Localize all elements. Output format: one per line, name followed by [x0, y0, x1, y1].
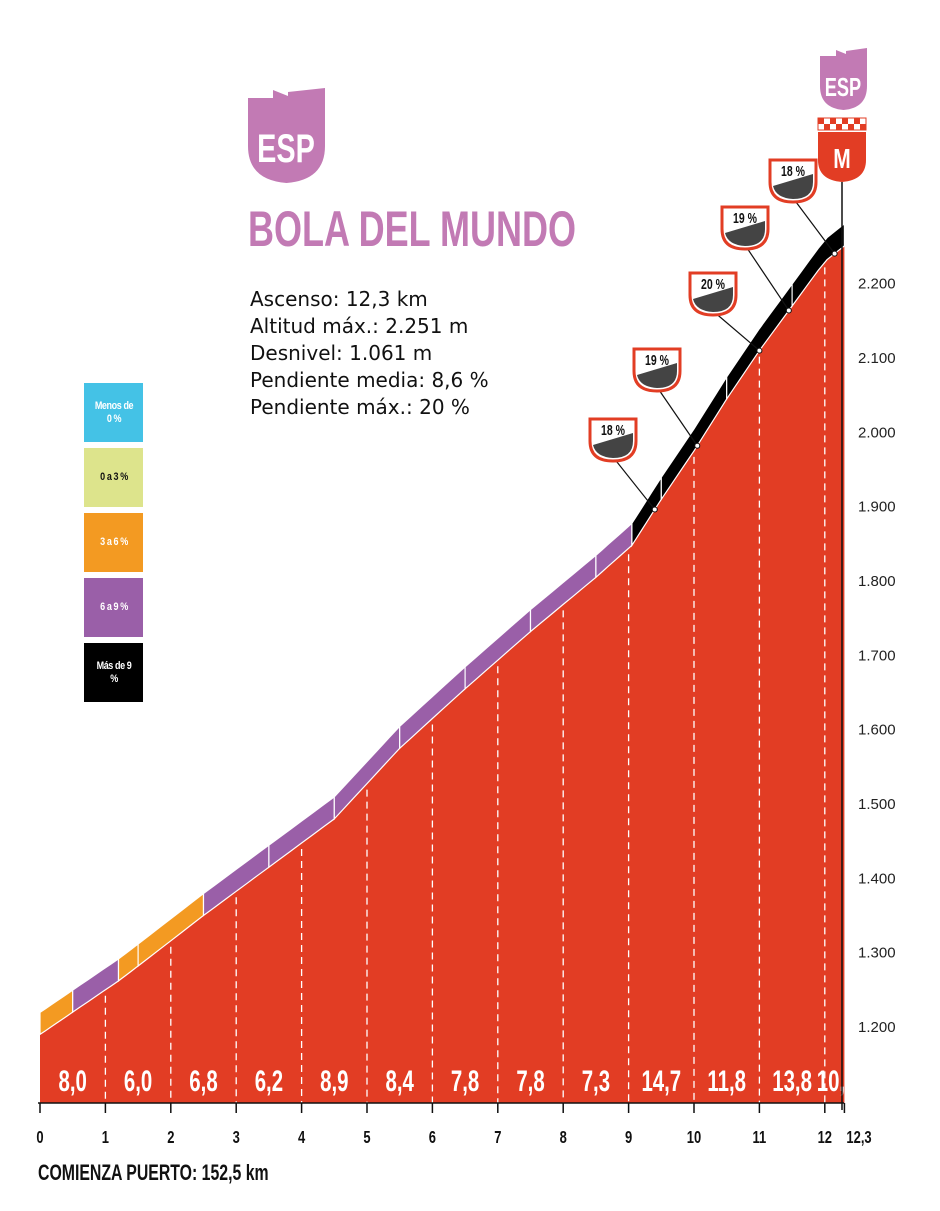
- y-tick-label: 1.900: [858, 499, 896, 516]
- esp-badge-icon: [248, 88, 325, 183]
- segment-gradient-label: 8,0: [59, 1065, 87, 1098]
- y-tick-label: 2.100: [858, 350, 896, 367]
- stat-ascenso: Ascenso: 12,3 km: [250, 287, 428, 311]
- y-axis-ticks: 1.200 1.300 1.400 1.500 1.600 1.700 1.800 1.900…: [858, 276, 896, 1036]
- y-tick-label: 1.600: [858, 722, 896, 739]
- summit-esp-badge-icon: [820, 48, 867, 110]
- gradient-band-layer: [39, 222, 846, 1036]
- steep-marker-ramp-icon: [593, 433, 633, 458]
- x-tick-label: 1: [102, 1128, 109, 1148]
- steep-marker-dot: [694, 442, 701, 449]
- segment-gradient-labels: 8,0 6,0 6,8 6,2 8,9 8,4 7,8 7,8 7,3 14,7 11,8 13,8 1…: [59, 1065, 857, 1098]
- legend-item-0-3: 0 a 3 %: [84, 448, 143, 507]
- steep-marker-leader: [612, 456, 656, 510]
- y-tick-label: 1.800: [858, 573, 896, 590]
- steep-marker-ramp-icon: [637, 363, 677, 388]
- x-tick-label: 7: [494, 1128, 501, 1148]
- esp-badge-label: ESP: [257, 126, 315, 171]
- steep-marker: 18 %: [768, 158, 838, 257]
- stat-pendiente-max: Pendiente máx.: 20 %: [250, 395, 470, 419]
- y-tick-label: 1.400: [858, 870, 896, 887]
- steep-marker-dot: [785, 307, 792, 314]
- steep-marker: 20 %: [688, 271, 763, 354]
- steep-marker: 18 %: [588, 417, 658, 513]
- steep-marker-leader: [792, 197, 836, 254]
- steep-markers: 18 % 19 % 20 % 19 % 18 %: [588, 158, 838, 513]
- x-tick-label: 6: [429, 1128, 436, 1148]
- x-tick-label: 3: [233, 1128, 240, 1148]
- y-tick-label: 1.300: [858, 945, 896, 962]
- climb-title: BOLA DEL MUNDO: [248, 201, 576, 257]
- gradient-band-segment: [791, 222, 846, 308]
- y-tick-label: 1.500: [858, 796, 896, 813]
- start-label: COMIENZA PUERTO: 152,5 km: [38, 1160, 269, 1185]
- profile-area: [40, 245, 845, 1104]
- steep-marker: 19 %: [720, 205, 792, 314]
- steep-marker-leader: [656, 386, 698, 447]
- x-axis-ticks: 0 1 2 3 4 5 6 7 8 9 10 11 12 12,3: [36, 1103, 872, 1148]
- segment-gradient-label: 7,8: [451, 1065, 479, 1098]
- segment-gradient-label: 7,3: [582, 1065, 610, 1098]
- finish-flag-icon: [817, 117, 867, 182]
- legend-item-below-0: Menos de 0 %: [84, 383, 143, 442]
- legend-item-6-9: 6 a 9 %: [84, 578, 143, 637]
- steep-marker-dot: [831, 250, 838, 257]
- segment-gradient-label: 10,2: [817, 1065, 857, 1098]
- legend-item-3-6: 3 a 6 %: [84, 513, 143, 572]
- segment-gradient-label: 8,4: [386, 1065, 415, 1098]
- legend-item-over-9: Más de 9 %: [84, 643, 143, 702]
- x-tick-label: 12,3: [846, 1128, 871, 1148]
- segment-gradient-label: 7,8: [516, 1065, 544, 1098]
- steep-marker-label: 18 %: [601, 421, 625, 438]
- profile-fill-layer: [40, 245, 845, 1104]
- steep-marker-ramp-icon: [725, 221, 765, 246]
- segment-gradient-label: 6,8: [189, 1065, 217, 1098]
- y-tick-label: 1.700: [858, 647, 896, 664]
- finish-label: M: [833, 144, 850, 175]
- segment-gradient-label: 14,7: [641, 1065, 681, 1098]
- steep-marker-label: 19 %: [645, 351, 669, 368]
- segment-gradient-label: 6,2: [255, 1065, 283, 1098]
- steep-marker-ramp-icon: [693, 287, 733, 312]
- segment-gradient-label: 6,0: [124, 1065, 152, 1098]
- x-tick-label: 0: [36, 1128, 43, 1148]
- steep-marker-label: 20 %: [701, 275, 725, 292]
- steep-marker-leader: [712, 310, 760, 352]
- segment-gradient-label: 8,9: [320, 1065, 348, 1098]
- steep-marker: 19 %: [632, 347, 701, 449]
- climb-stats: Ascenso: 12,3 km Altitud máx.: 2.251 m D…: [250, 286, 489, 421]
- stat-altitud: Altitud máx.: 2.251 m: [250, 314, 469, 338]
- steep-marker-dot: [651, 506, 658, 513]
- x-tick-label: 8: [560, 1128, 567, 1148]
- x-tick-label: 12: [818, 1128, 833, 1148]
- stat-desnivel: Desnivel: 1.061 m: [250, 341, 433, 365]
- x-tick-label: 4: [298, 1128, 305, 1148]
- steep-marker-label: 18 %: [781, 162, 805, 179]
- y-tick-label: 2.000: [858, 424, 896, 441]
- y-tick-label: 1.200: [858, 1019, 896, 1036]
- segment-gradient-label: 13,8: [772, 1065, 812, 1098]
- steep-marker-leader: [744, 244, 790, 311]
- x-tick-label: 9: [625, 1128, 632, 1148]
- summit-esp-label: ESP: [825, 73, 861, 102]
- stat-pendiente-media: Pendiente media: 8,6 %: [250, 368, 489, 392]
- x-tick-label: 10: [687, 1128, 702, 1148]
- x-tick-label: 11: [753, 1128, 767, 1148]
- x-tick-label: 2: [167, 1128, 174, 1148]
- x-tick-label: 5: [363, 1128, 370, 1148]
- km-dividers: [104, 267, 826, 1103]
- y-tick-label: 2.200: [858, 276, 896, 293]
- steep-marker-dot: [756, 347, 763, 354]
- steep-marker-ramp-icon: [773, 174, 813, 199]
- steep-marker-label: 19 %: [733, 209, 757, 226]
- segment-gradient-label: 11,8: [707, 1065, 746, 1098]
